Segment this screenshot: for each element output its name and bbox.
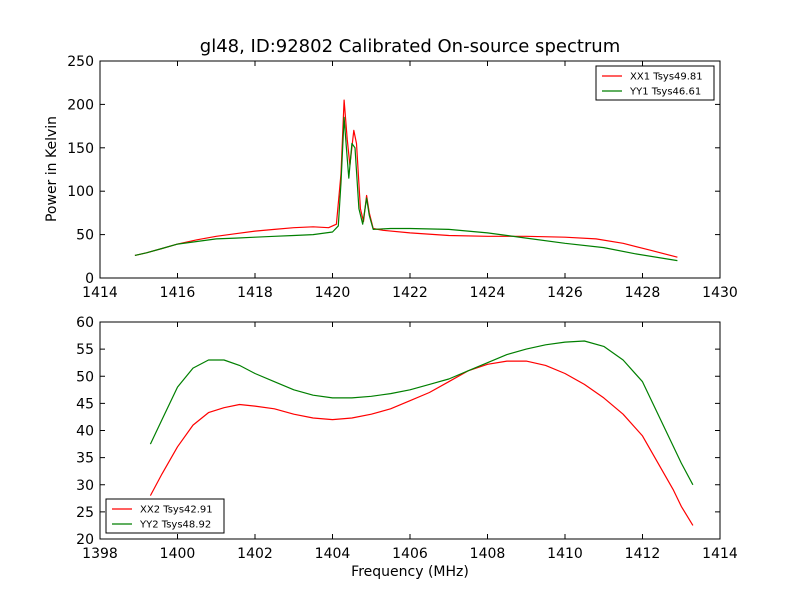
x-tick-label: 1404	[315, 546, 351, 562]
x-tick-label: 1414	[82, 285, 118, 301]
y-tick-label: 150	[67, 141, 94, 157]
y-tick-label: 30	[76, 478, 94, 494]
legend-label: XX2 Tsys42.91	[140, 505, 213, 516]
y-tick-label: 20	[76, 532, 94, 548]
top-panel: 1414 1416 1418 1420 1422 1424 1426 1428 1430 0 50 1…	[67, 54, 738, 301]
x-tick-label: 1414	[702, 546, 738, 562]
y-tick-label: 25	[76, 505, 94, 521]
x-tick-label: 1402	[237, 546, 273, 562]
y-tick-label: 50	[76, 369, 94, 385]
series-line-yy	[149, 340, 694, 486]
legend: XX2 Tsys42.91 YY2 Tsys48.92	[105, 498, 225, 534]
x-tick-label: 1398	[82, 546, 118, 562]
x-tick-label: 1418	[237, 285, 273, 301]
x-tick-label: 1400	[160, 546, 196, 562]
legend: XX1 Tsys49.81 YY1 Tsys46.61	[595, 65, 715, 101]
series-line-yy	[134, 116, 678, 262]
y-tick-label: 0	[85, 271, 94, 287]
y-tick-label: 35	[76, 451, 94, 467]
x-tick-label: 1426	[547, 285, 583, 301]
legend-label: XX1 Tsys49.81	[630, 72, 703, 83]
legend-box	[595, 65, 715, 101]
x-tick-label: 1416	[160, 285, 196, 301]
y-tick-label: 200	[67, 97, 94, 113]
x-tick-label: 1408	[470, 546, 506, 562]
x-tick-label: 1406	[392, 546, 428, 562]
x-tick-label: 1412	[625, 546, 661, 562]
y-tick-label: 250	[67, 54, 94, 70]
x-tick-label: 1430	[702, 285, 738, 301]
x-tick-label: 1420	[315, 285, 351, 301]
y-axis-label: Power in Kelvin	[44, 116, 60, 222]
x-tick-label: 1410	[547, 546, 583, 562]
y-tick-label: 40	[76, 424, 94, 440]
chart-title: gl48, ID:92802 Calibrated On-source spec…	[200, 36, 620, 57]
legend-box	[105, 498, 225, 534]
y-tick-label: 45	[76, 396, 94, 412]
series-line-xx	[149, 360, 694, 526]
bottom-panel: 1398 1400 1402 1404 1406 1408 1410 1412 1414 20 25…	[76, 315, 738, 562]
y-tick-label: 50	[76, 228, 94, 244]
y-tick-label: 60	[76, 315, 94, 331]
x-tick-label: 1422	[392, 285, 428, 301]
x-axis-label: Frequency (MHz)	[351, 564, 469, 580]
y-tick-label: 100	[67, 184, 94, 200]
y-tick-label: 55	[76, 342, 94, 358]
legend-label: YY2 Tsys48.92	[139, 520, 211, 531]
x-tick-label: 1428	[625, 285, 661, 301]
legend-label: YY1 Tsys46.61	[629, 87, 701, 98]
x-tick-label: 1424	[470, 285, 506, 301]
